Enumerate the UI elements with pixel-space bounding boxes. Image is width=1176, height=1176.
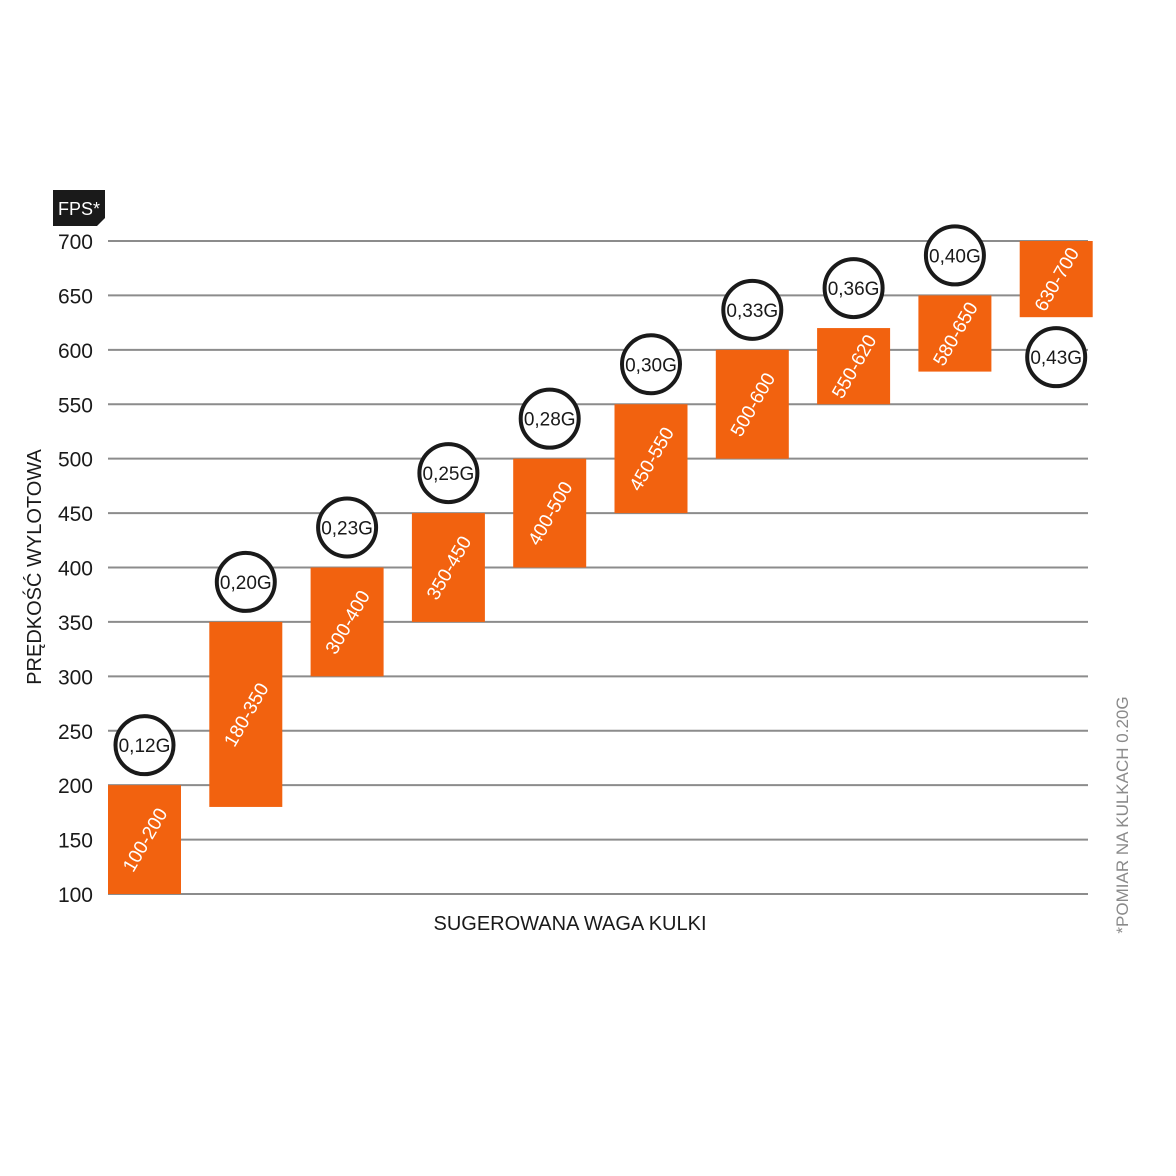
range-bar	[108, 785, 181, 894]
range-bar	[918, 295, 992, 372]
range-bar-group: 450-550	[614, 404, 688, 514]
y-tick-label: 250	[58, 721, 93, 744]
weight-label: 0,33G	[726, 301, 778, 322]
range-bar-group: 300-400	[310, 567, 384, 677]
weight-circle	[518, 387, 581, 450]
range-bar-group: 630-700	[1019, 241, 1093, 318]
weight-marker: 0,25G	[417, 442, 480, 505]
weight-label: 0,43G	[1030, 348, 1082, 369]
range-bar	[513, 458, 587, 568]
weight-circle	[822, 257, 885, 320]
range-bar-group: 550-620	[817, 328, 891, 405]
range-bars: 100-200 180-350 300-400 350-450 400-500 450-5…	[108, 241, 1093, 894]
y-tick-label: 450	[58, 503, 93, 526]
y-axis-title: PRĘDKOŚĆ WYLOTOWA	[22, 449, 46, 685]
weight-circle	[417, 442, 480, 505]
weight-marker: 0,23G	[316, 496, 379, 559]
weight-label: 0,20G	[220, 573, 272, 594]
weight-markers: 0,12G 0,20G 0,23G 0,25G 0,28G 0,30G 0,33G 0,36G…	[113, 224, 1088, 777]
range-bar	[817, 328, 891, 405]
range-bar	[310, 567, 384, 677]
weight-label: 0,36G	[828, 279, 880, 300]
range-bar-group: 400-500	[513, 458, 587, 568]
weight-circle	[1025, 326, 1088, 389]
weight-marker: 0,40G	[923, 224, 986, 287]
y-tick-label: 150	[58, 830, 93, 853]
weight-circle	[316, 496, 379, 559]
range-bar	[209, 621, 283, 807]
y-tick-label: 500	[58, 449, 93, 472]
weight-label: 0,40G	[929, 246, 981, 267]
x-axis-title: SUGEROWANA WAGA KULKI	[433, 913, 706, 935]
weight-marker: 0,30G	[620, 333, 682, 396]
range-bar-group: 580-650	[918, 295, 992, 372]
range-bar	[411, 513, 485, 622]
weight-circle	[214, 550, 277, 613]
weight-marker: 0,36G	[822, 257, 885, 320]
y-tick-label: 700	[58, 231, 93, 254]
y-tick-label: 200	[58, 775, 93, 798]
unit-badge-label: FPS*	[58, 199, 100, 219]
y-tick-label: 300	[58, 666, 93, 689]
weight-circle	[620, 333, 682, 396]
weight-circle	[113, 714, 176, 777]
weight-label: 0,23G	[321, 519, 373, 540]
y-tick-label: 650	[58, 285, 93, 308]
weight-circle	[721, 278, 784, 341]
weight-marker: 0,43G	[1025, 326, 1088, 389]
y-tick-label: 550	[58, 394, 93, 417]
unit-badge: FPS*	[53, 190, 105, 226]
y-tick-label: 350	[58, 612, 93, 635]
y-tick-label: 600	[58, 340, 93, 363]
range-bar-group: 500-600	[715, 349, 789, 459]
weight-marker: 0,33G	[721, 278, 784, 341]
range-bar	[715, 349, 789, 459]
range-bar	[1019, 241, 1093, 318]
weight-marker: 0,12G	[113, 714, 176, 777]
weight-circle	[923, 224, 986, 287]
weight-label: 0,25G	[423, 464, 475, 485]
range-bar-group: 100-200	[108, 785, 181, 894]
weight-label: 0,28G	[524, 410, 576, 431]
y-tick-label: 400	[58, 558, 93, 581]
weight-marker: 0,28G	[518, 387, 581, 450]
weight-marker: 0,20G	[214, 550, 277, 613]
unit-badge-shape	[53, 190, 105, 226]
range-bar-group: 350-450	[411, 513, 485, 622]
range-bar	[614, 404, 688, 514]
footnote: *POMIAR NA KULKACH 0.20G	[1113, 696, 1132, 933]
range-bar-group: 180-350	[209, 621, 283, 807]
weight-label: 0,12G	[119, 736, 171, 757]
y-tick-labels: 100 150 200 250 300 350 400 450 500 550 600 650 700	[58, 231, 93, 907]
y-tick-label: 100	[58, 884, 93, 907]
weight-label: 0,30G	[625, 355, 677, 376]
